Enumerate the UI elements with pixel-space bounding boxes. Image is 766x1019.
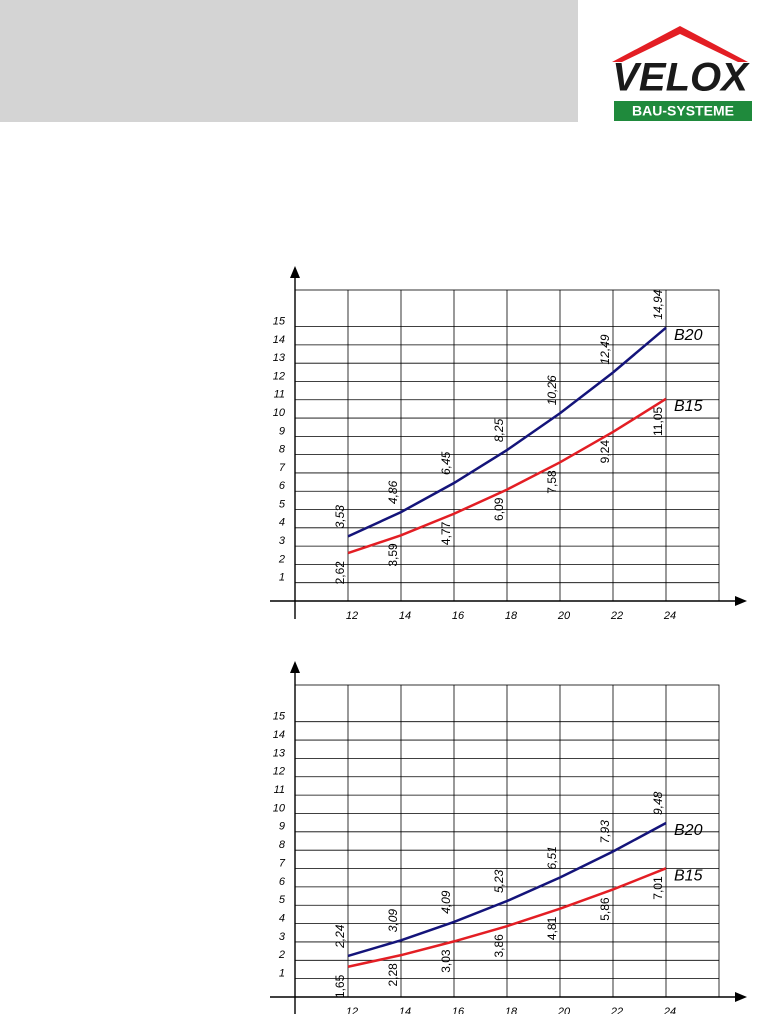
- value-label: 7,58: [545, 470, 559, 494]
- value-label: 4,86: [386, 480, 400, 504]
- value-label: 8,25: [492, 418, 506, 442]
- value-label: 7,01: [651, 876, 665, 900]
- x-tick-label: 14: [399, 610, 411, 622]
- x-tick-label: 24: [663, 610, 676, 622]
- y-tick-label: 2: [278, 949, 285, 961]
- value-label: 14,94: [651, 289, 665, 319]
- x-tick-label: 12: [346, 610, 358, 622]
- y-tick-label: 2: [278, 553, 285, 565]
- logo-tagline: BAU-SYSTEME: [632, 103, 734, 119]
- y-tick-label: 10: [273, 802, 286, 814]
- x-tick-label: 16: [452, 610, 465, 622]
- value-label: 11,05: [651, 407, 665, 436]
- logo-roof: [612, 26, 748, 62]
- legend-label: B15: [674, 398, 703, 415]
- y-tick-label: 15: [273, 315, 286, 327]
- y-tick-label: 9: [279, 821, 285, 833]
- y-tick-label: 13: [273, 747, 286, 759]
- series-line: [347, 397, 667, 555]
- y-tick-label: 5: [279, 498, 286, 510]
- series-line: [347, 326, 667, 538]
- value-label: 1,65: [333, 974, 347, 998]
- header-band: [0, 0, 578, 122]
- legend-label: B15: [674, 868, 703, 885]
- y-tick-label: 1: [279, 968, 285, 980]
- y-tick-label: 14: [273, 334, 285, 346]
- logo: VELOX BAU-SYSTEME: [612, 26, 752, 121]
- y-tick-label: 4: [279, 517, 285, 529]
- y-tick-label: 5: [279, 894, 286, 906]
- value-label: 3,86: [492, 934, 506, 958]
- y-tick-label: 9: [279, 425, 285, 437]
- y-tick-label: 15: [273, 711, 286, 723]
- value-label: 3,03: [439, 949, 453, 973]
- series-line: [347, 867, 667, 968]
- y-tick-label: 14: [273, 729, 285, 741]
- value-label: 4,77: [439, 521, 453, 545]
- y-tick-label: 7: [279, 857, 286, 869]
- y-tick-label: 12: [273, 766, 285, 778]
- value-label: 3,53: [333, 505, 347, 529]
- x-tick-label: 18: [505, 610, 518, 622]
- x-tick-label: 14: [399, 1006, 411, 1014]
- value-label: 5,23: [492, 869, 506, 893]
- value-label: 4,81: [545, 916, 559, 940]
- y-tick-label: 10: [273, 407, 286, 419]
- value-label: 12,49: [598, 334, 612, 364]
- x-tick-label: 16: [452, 1006, 465, 1014]
- value-label: 9,48: [651, 791, 665, 815]
- logo-band: [614, 101, 752, 121]
- y-tick-label: 11: [274, 389, 285, 401]
- value-label: 6,51: [545, 846, 559, 869]
- value-label: 5,86: [598, 897, 612, 921]
- logo-brand: VELOX: [612, 56, 750, 100]
- x-tick-label: 12: [346, 1006, 358, 1014]
- value-label: 2,62: [333, 561, 347, 585]
- y-axis-arrow: [290, 266, 300, 278]
- legend-label: B20: [674, 822, 703, 839]
- x-axis-arrow: [735, 992, 747, 1002]
- value-label: 2,28: [386, 963, 400, 987]
- y-axis-arrow: [290, 661, 300, 673]
- y-tick-label: 12: [273, 370, 285, 382]
- value-label: 10,26: [545, 375, 559, 405]
- y-tick-label: 3: [279, 535, 286, 547]
- x-tick-label: 18: [505, 1006, 518, 1014]
- x-tick-label: 20: [557, 610, 571, 622]
- value-label: 6,45: [439, 451, 453, 475]
- value-label: 3,09: [386, 909, 400, 933]
- value-label: 2,24: [333, 924, 347, 949]
- y-tick-label: 4: [279, 912, 285, 924]
- y-tick-label: 8: [279, 839, 286, 851]
- value-label: 7,93: [598, 820, 612, 844]
- legend-label: B20: [674, 327, 703, 344]
- x-tick-label: 24: [663, 1006, 676, 1014]
- x-tick-label: 20: [557, 1006, 571, 1014]
- y-tick-label: 11: [274, 784, 285, 796]
- y-tick-label: 3: [279, 931, 286, 943]
- y-tick-label: 13: [273, 352, 286, 364]
- y-tick-label: 6: [279, 480, 286, 492]
- value-label: 4,09: [439, 890, 453, 914]
- y-tick-label: 7: [279, 462, 286, 474]
- y-tick-label: 6: [279, 876, 286, 888]
- y-tick-label: 8: [279, 444, 286, 456]
- y-tick-label: 1: [279, 572, 285, 584]
- value-label: 6,09: [492, 497, 506, 521]
- value-label: 9,24: [598, 440, 612, 464]
- value-label: 3,59: [386, 543, 400, 567]
- x-tick-label: 22: [610, 1006, 623, 1014]
- series-line: [347, 821, 667, 958]
- x-axis-arrow: [735, 596, 747, 606]
- x-tick-label: 22: [610, 610, 623, 622]
